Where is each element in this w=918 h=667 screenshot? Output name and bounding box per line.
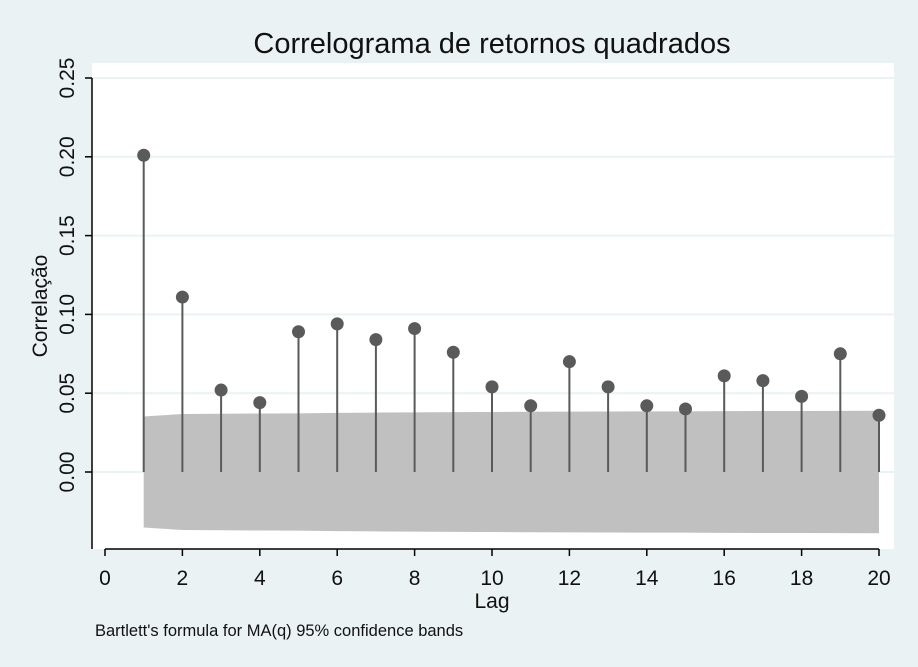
x-tick-label: 4	[254, 567, 266, 590]
axes: 0.00 0.05 0.10 0.15 0.20 0.25 0 2 4 6 8 10 12 14 16 18 2…	[56, 58, 891, 590]
point-lag-8	[408, 322, 422, 336]
point-lag-20	[872, 408, 886, 422]
point-lag-7	[369, 333, 383, 347]
y-tick-label: 0.10	[56, 294, 79, 335]
point-lag-9	[446, 345, 460, 359]
point-lag-1	[137, 148, 151, 162]
y-axis-label: Correlação	[29, 255, 52, 358]
y-tick-label: 0.20	[56, 136, 79, 177]
point-lag-3	[214, 383, 228, 397]
point-lag-14	[640, 399, 654, 413]
x-tick-label: 14	[635, 567, 659, 590]
point-lag-12	[562, 355, 576, 369]
x-tick-label: 2	[177, 567, 189, 590]
confidence-band-note: Bartlett's formula for MA(q) 95% confide…	[95, 622, 463, 640]
point-lag-4	[253, 396, 267, 410]
markers	[137, 148, 886, 422]
x-tick-label: 18	[790, 567, 813, 590]
x-tick-label: 20	[867, 567, 890, 590]
chart-title: Correlograma de retornos quadrados	[253, 28, 730, 60]
x-axis-label: Lag	[474, 590, 509, 613]
confidence-band	[143, 410, 879, 534]
x-tick-label: 6	[331, 567, 343, 590]
x-tick-label: 12	[558, 567, 581, 590]
point-lag-16	[717, 369, 731, 383]
point-lag-2	[175, 290, 189, 304]
x-tick-label: 0	[99, 567, 111, 590]
x-tick-label: 16	[713, 567, 736, 590]
y-tick-label: 0.25	[56, 58, 79, 99]
point-lag-17	[756, 374, 770, 388]
x-tick-label: 8	[409, 567, 421, 590]
point-lag-18	[795, 389, 809, 403]
y-tick-label: 0.15	[56, 215, 79, 256]
point-lag-10	[485, 380, 499, 394]
point-lag-5	[292, 325, 305, 339]
y-tick-label: 0.00	[56, 452, 79, 493]
y-tick-label: 0.05	[56, 373, 79, 414]
x-tick-label: 10	[480, 567, 503, 590]
point-lag-19	[833, 347, 847, 361]
point-lag-15	[679, 402, 692, 416]
stems	[142, 155, 880, 472]
point-lag-13	[601, 380, 615, 394]
point-lag-11	[524, 399, 538, 413]
point-lag-6	[330, 317, 344, 331]
